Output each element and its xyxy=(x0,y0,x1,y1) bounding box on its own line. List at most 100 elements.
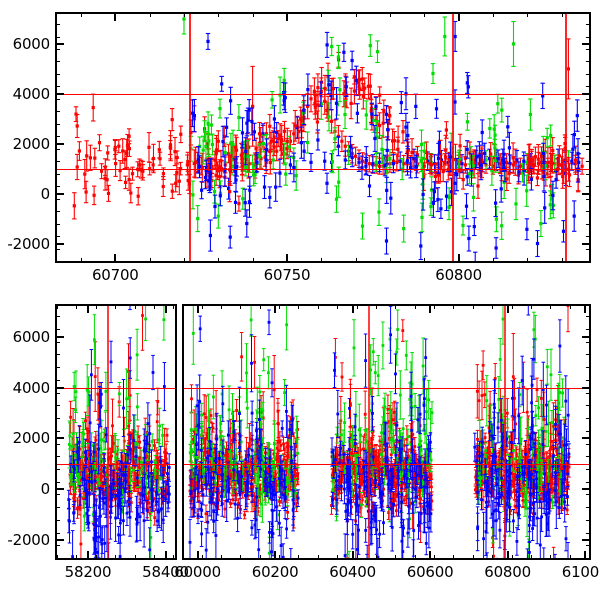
y-tick-minor-right xyxy=(586,186,591,187)
x-tick-label: 58200 xyxy=(65,563,112,581)
y-tick-minor-right xyxy=(586,520,591,521)
x-tick-minor-top xyxy=(321,12,322,17)
y-tick-minor-right xyxy=(586,329,591,330)
x-tick-major xyxy=(458,254,460,263)
y-tick-minor xyxy=(55,61,60,62)
x-tick-major xyxy=(429,551,431,560)
y-tick-minor xyxy=(55,380,60,381)
reference-vline-60790 xyxy=(504,306,506,558)
x-tick-minor xyxy=(357,555,358,560)
y-tick-minor xyxy=(55,124,60,125)
x-tick-minor xyxy=(154,555,155,560)
x-tick-minor xyxy=(96,555,97,560)
y-tick-major xyxy=(55,539,64,541)
figure-root: -20000200040006000607006075060800 -20000… xyxy=(0,0,600,600)
y-tick-major xyxy=(55,193,64,195)
bottom-data-points xyxy=(57,306,589,558)
y-tick-label: 4000 xyxy=(0,85,50,103)
x-tick-minor-top xyxy=(154,304,155,309)
x-tick-minor-top xyxy=(492,304,493,309)
x-tick-minor-top xyxy=(434,304,435,309)
x-tick-label: 60750 xyxy=(264,266,311,284)
y-tick-minor xyxy=(55,136,60,137)
x-tick-major-top xyxy=(165,304,167,313)
axis-break-edge-left xyxy=(175,304,177,560)
x-tick-minor xyxy=(550,555,551,560)
reference-hline-4000-b xyxy=(182,388,589,389)
y-tick-major-right xyxy=(582,43,591,45)
x-tick-major-top xyxy=(429,304,431,313)
x-tick-minor xyxy=(150,258,151,263)
x-tick-major-top xyxy=(286,12,288,21)
y-tick-minor xyxy=(55,236,60,237)
y-tick-minor-right xyxy=(586,418,591,419)
x-tick-label: 60400 xyxy=(329,563,376,581)
y-tick-minor xyxy=(55,456,60,457)
x-tick-minor-top xyxy=(76,304,77,309)
y-tick-minor-right xyxy=(586,161,591,162)
y-tick-label: 6000 xyxy=(0,35,50,53)
x-tick-minor xyxy=(415,555,416,560)
x-tick-minor xyxy=(337,555,338,560)
y-tick-major-right xyxy=(582,488,591,490)
reference-hline-4000 xyxy=(57,388,177,389)
x-tick-major xyxy=(352,551,354,560)
y-tick-major xyxy=(55,336,64,338)
y-tick-minor-right xyxy=(586,367,591,368)
x-tick-minor-top xyxy=(240,304,241,309)
y-tick-minor xyxy=(55,444,60,445)
y-tick-minor xyxy=(55,86,60,87)
x-tick-minor-top xyxy=(318,304,319,309)
x-tick-minor-top xyxy=(531,304,532,309)
y-tick-minor-right xyxy=(586,199,591,200)
y-tick-label: -2000 xyxy=(0,531,50,549)
y-tick-minor-right xyxy=(586,111,591,112)
y-tick-major xyxy=(55,143,64,145)
x-tick-major xyxy=(197,551,199,560)
x-tick-minor-top xyxy=(395,304,396,309)
x-tick-minor-top xyxy=(562,12,563,17)
y-tick-minor xyxy=(55,316,60,317)
y-tick-major xyxy=(55,488,64,490)
y-tick-label: -2000 xyxy=(0,235,50,253)
x-tick-minor xyxy=(240,555,241,560)
y-tick-minor xyxy=(55,329,60,330)
x-tick-minor-top xyxy=(115,304,116,309)
y-tick-minor-right xyxy=(586,431,591,432)
y-tick-minor-right xyxy=(586,174,591,175)
x-tick-minor xyxy=(562,258,563,263)
x-tick-minor-top xyxy=(81,12,82,17)
x-tick-minor xyxy=(589,555,590,560)
y-tick-minor-right xyxy=(586,86,591,87)
x-tick-minor-top xyxy=(512,304,513,309)
x-tick-minor xyxy=(76,555,77,560)
x-tick-minor-top xyxy=(493,12,494,17)
x-tick-minor-top xyxy=(473,304,474,309)
x-tick-label: 60800 xyxy=(435,266,482,284)
y-tick-minor-right xyxy=(586,49,591,50)
x-tick-major xyxy=(286,254,288,263)
y-tick-minor-right xyxy=(586,316,591,317)
reference-vline-60831 xyxy=(565,14,567,261)
y-tick-minor-right xyxy=(586,444,591,445)
x-tick-minor-top xyxy=(221,304,222,309)
x-tick-minor xyxy=(512,555,513,560)
x-tick-minor xyxy=(260,555,261,560)
x-tick-minor xyxy=(424,258,425,263)
x-tick-major-top xyxy=(197,304,199,313)
x-tick-label: 60800 xyxy=(484,563,531,581)
y-tick-major-right xyxy=(582,387,591,389)
y-tick-major-right xyxy=(582,93,591,95)
reference-hline-1000-b xyxy=(182,464,589,465)
x-tick-minor-top xyxy=(570,304,571,309)
y-tick-minor xyxy=(55,545,60,546)
x-tick-minor xyxy=(202,555,203,560)
x-tick-minor-top xyxy=(298,304,299,309)
x-tick-minor xyxy=(531,555,532,560)
x-tick-minor-top xyxy=(57,304,58,309)
x-tick-minor-top xyxy=(253,12,254,17)
x-tick-major-top xyxy=(458,12,460,21)
x-tick-major-top xyxy=(352,304,354,313)
y-tick-minor-right xyxy=(586,545,591,546)
x-tick-minor xyxy=(298,555,299,560)
